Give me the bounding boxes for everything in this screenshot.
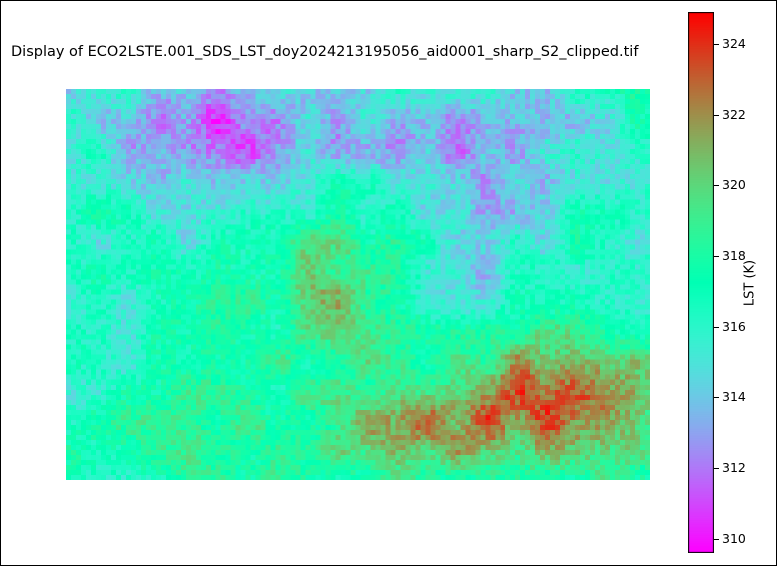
colorbar-tick-label: 324 [722, 35, 746, 51]
colorbar-tick-label: 310 [722, 530, 746, 546]
colorbar-gradient [688, 12, 714, 553]
colorbar-tick [714, 114, 719, 116]
colorbar: 310 312 314 316 318 320 322 324 [688, 12, 777, 554]
chart-title: Display of ECO2LSTE.001_SDS_LST_doy20242… [11, 44, 639, 60]
colorbar-tick [714, 538, 719, 540]
colorbar-label: LST (K) [742, 259, 758, 307]
colorbar-tick-label: 322 [722, 106, 746, 122]
heatmap-image [66, 89, 650, 480]
colorbar-tick [714, 43, 719, 45]
colorbar-tick [714, 326, 719, 328]
colorbar-tick-label: 314 [722, 389, 746, 405]
colorbar-tick [714, 255, 719, 257]
colorbar-tick [714, 468, 719, 470]
colorbar-tick-label: 318 [722, 247, 746, 263]
colorbar-tick-label: 312 [722, 460, 746, 476]
colorbar-tick [714, 397, 719, 399]
colorbar-tick-label: 316 [722, 318, 746, 334]
colorbar-tick [714, 185, 719, 187]
colorbar-tick-label: 320 [722, 177, 746, 193]
